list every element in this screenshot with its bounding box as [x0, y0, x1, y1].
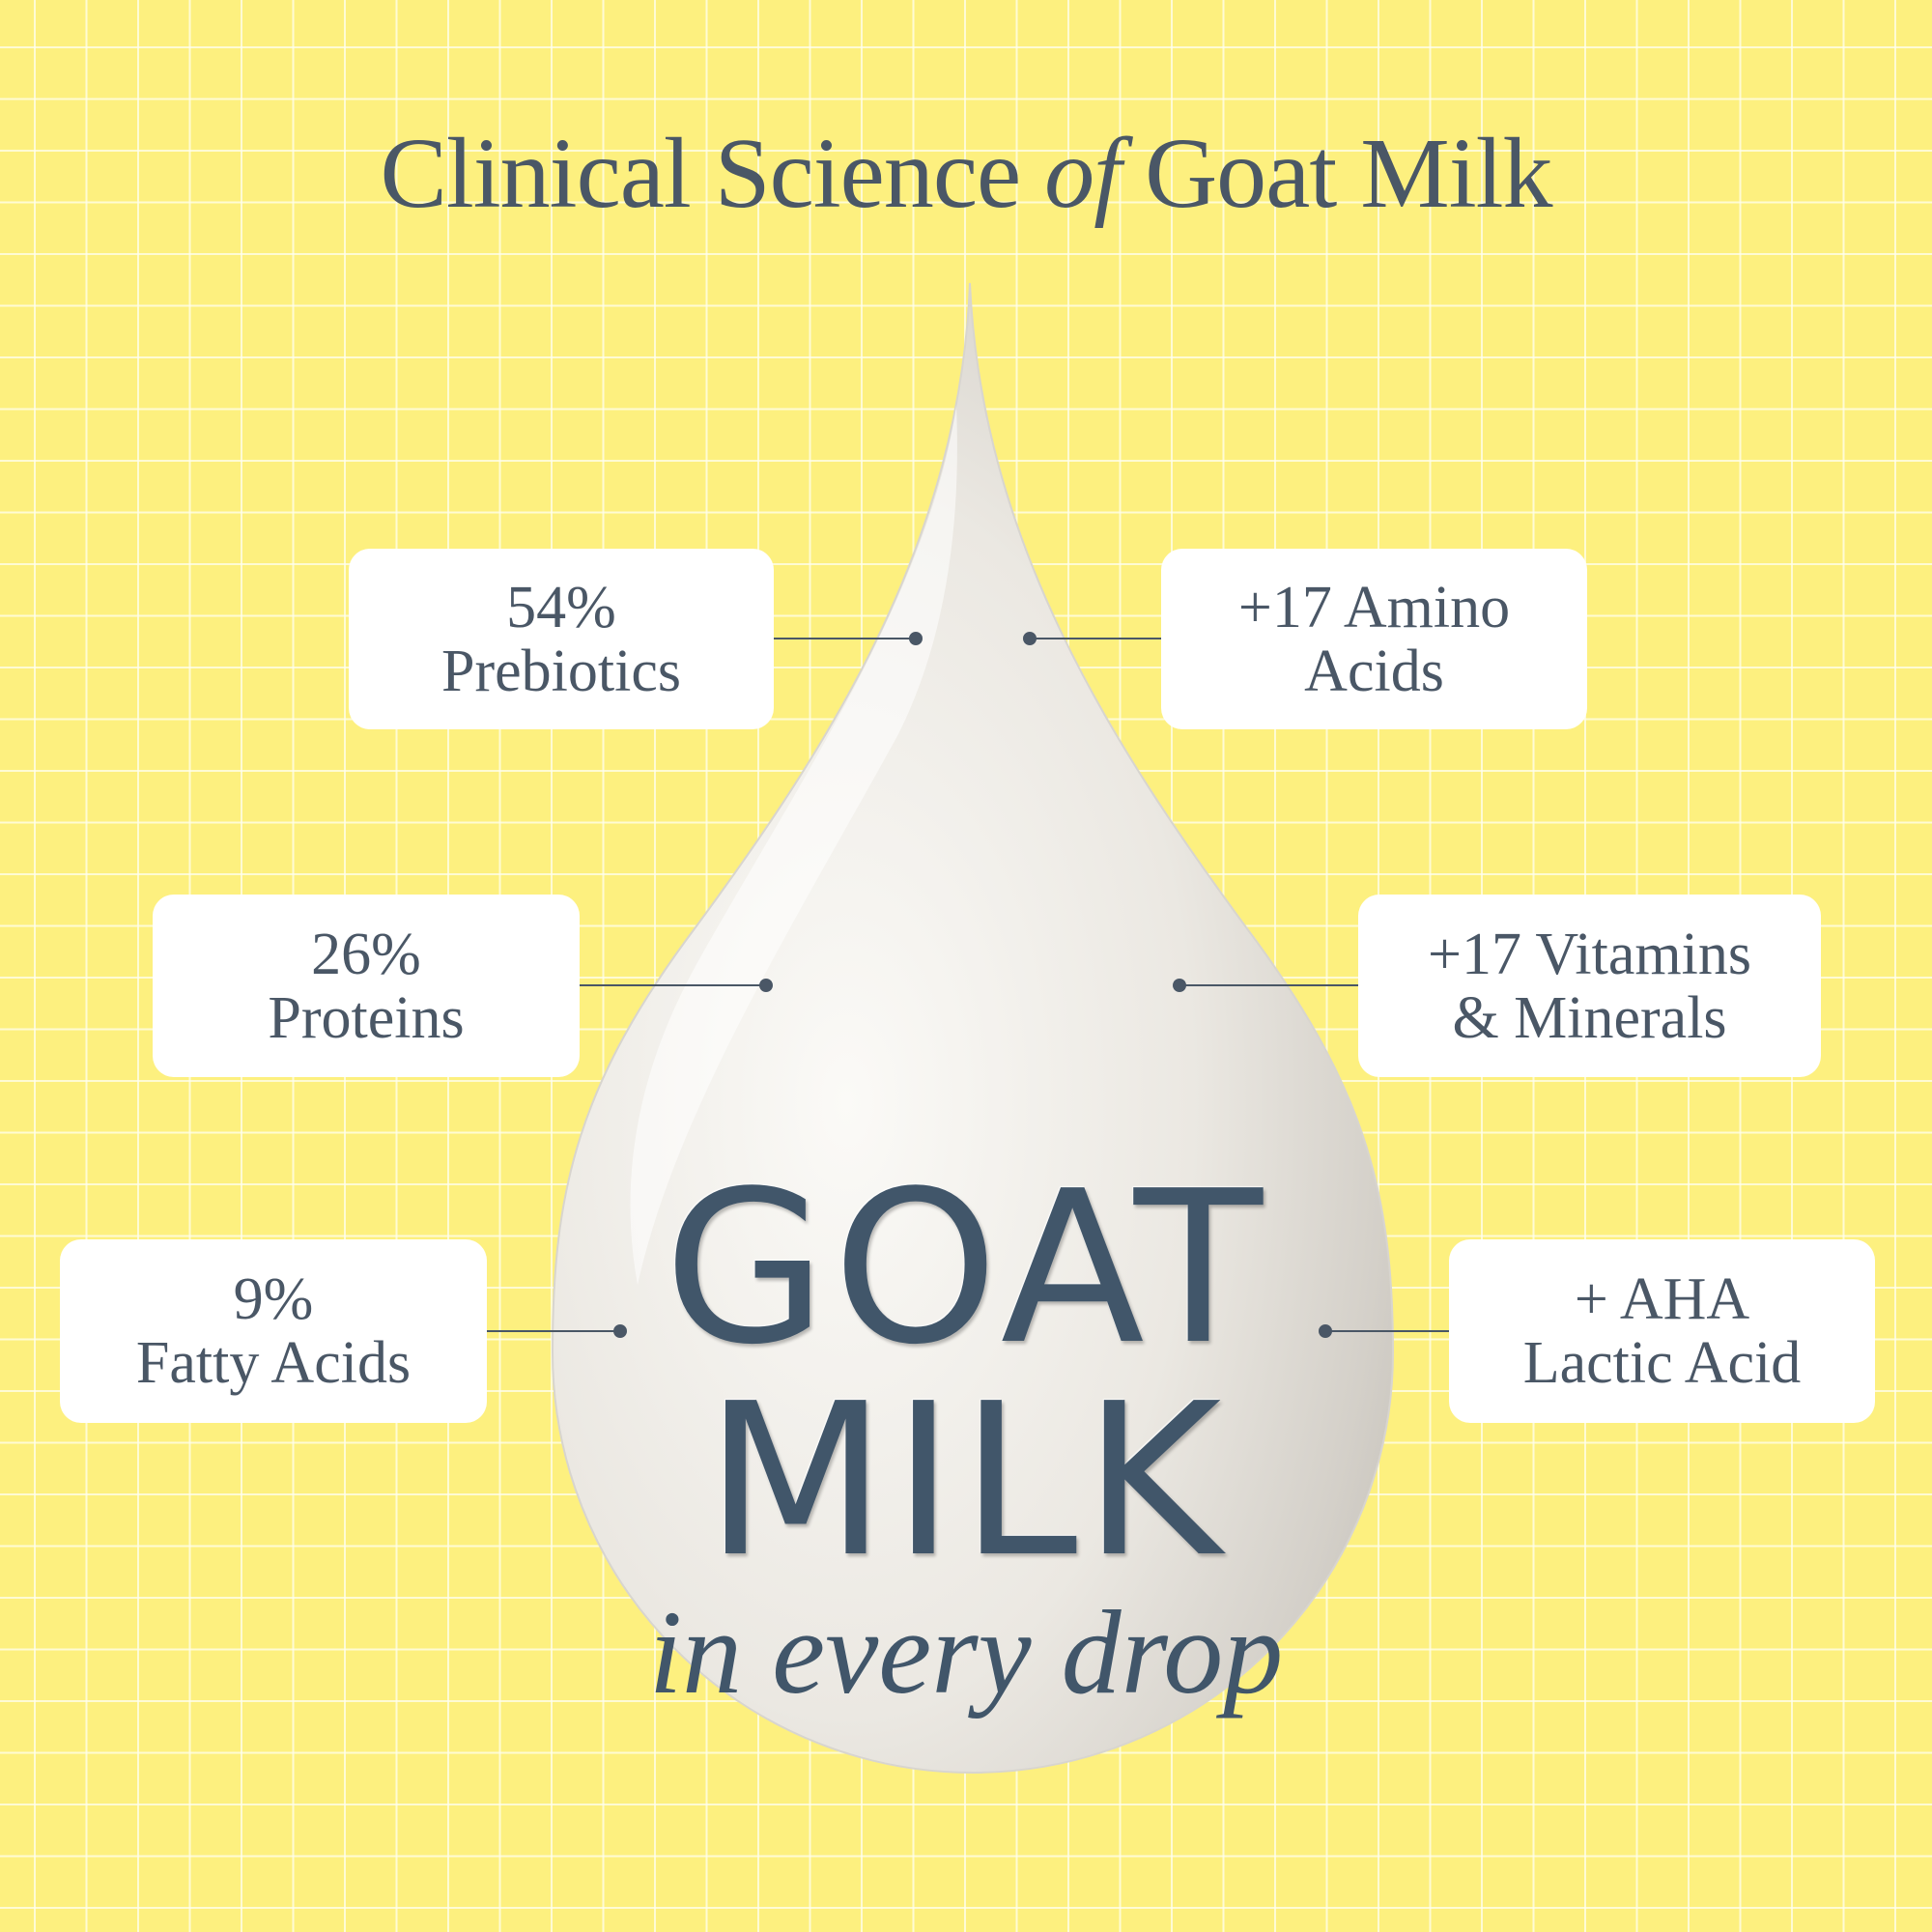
- callout-value: +17 Vitamins: [1428, 921, 1751, 987]
- milk-drop: [551, 282, 1395, 1774]
- callout-fatty-acids: 9% Fatty Acids: [60, 1239, 487, 1423]
- title-text: Clinical Science: [380, 118, 1045, 229]
- callout-value: 9%: [233, 1266, 314, 1332]
- dot-aha: [1319, 1324, 1332, 1338]
- dot-proteins: [759, 979, 773, 992]
- callout-value: 26%: [311, 921, 421, 987]
- drop-heading-milk: MILK: [704, 1359, 1228, 1604]
- title-text-end: Goat Milk: [1121, 118, 1552, 229]
- callout-vitamins-minerals: +17 Vitamins & Minerals: [1358, 895, 1821, 1077]
- drop-tagline: in every drop: [648, 1586, 1284, 1719]
- callout-label: Proteins: [268, 984, 465, 1051]
- callout-value: 54%: [506, 574, 616, 640]
- dot-amino: [1023, 632, 1037, 645]
- callout-value: +17 Amino: [1237, 574, 1511, 640]
- title-italic: of: [1044, 118, 1122, 229]
- callout-value: + AHA: [1574, 1266, 1750, 1332]
- callout-label: Acids: [1304, 638, 1444, 704]
- dot-prebiotics: [909, 632, 923, 645]
- callout-proteins: 26% Proteins: [153, 895, 580, 1077]
- callout-aha-lactic-acid: + AHA Lactic Acid: [1449, 1239, 1875, 1423]
- callout-amino-acids: +17 Amino Acids: [1161, 549, 1587, 729]
- callout-label: Prebiotics: [441, 638, 681, 704]
- drop-heading-goat: GOAT: [663, 1147, 1269, 1391]
- callout-prebiotics: 54% Prebiotics: [349, 549, 774, 729]
- callout-label: & Minerals: [1452, 984, 1727, 1051]
- callout-label: Fatty Acids: [135, 1330, 412, 1396]
- page-title: Clinical Science of Goat Milk: [0, 116, 1932, 231]
- dot-fatty: [613, 1324, 627, 1338]
- dot-vitamins: [1173, 979, 1186, 992]
- drop-highlight: [630, 406, 957, 1285]
- callout-label: Lactic Acid: [1522, 1330, 1802, 1396]
